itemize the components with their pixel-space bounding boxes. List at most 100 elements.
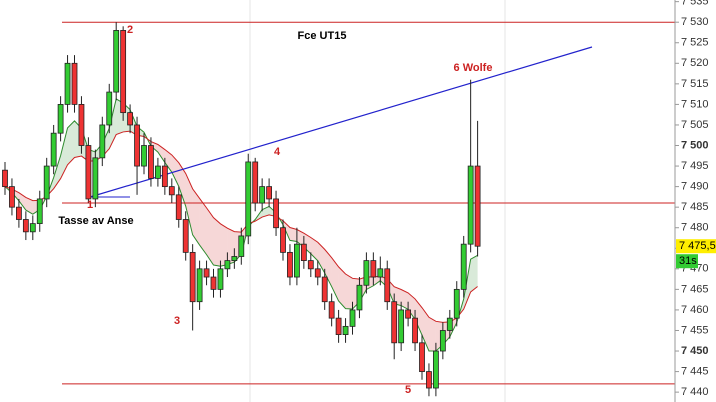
candle-body [432, 350, 439, 389]
ma-band [408, 292, 416, 320]
price-label: 7 475,5 [679, 240, 716, 252]
y-tick-label: 7 500 [681, 139, 709, 151]
y-tick-label: 7 525 [681, 37, 709, 49]
y-tick-label: 7 465 [681, 283, 709, 295]
candle-body [439, 330, 446, 352]
annotation: 2 [127, 24, 133, 36]
ma-band [345, 274, 353, 309]
candle-body [245, 161, 252, 237]
candle-body [328, 301, 335, 319]
y-tick-label: 7 450 [681, 345, 709, 357]
ma-band [415, 298, 422, 336]
y-tick-label: 7 535 [681, 0, 709, 8]
candle-body [71, 62, 78, 105]
candle-body [314, 268, 321, 278]
candle-body [210, 276, 217, 290]
candle-body [92, 157, 99, 200]
candle-body [321, 276, 328, 303]
ma-band [178, 162, 186, 207]
ma-band [220, 223, 228, 267]
candle-body [335, 317, 342, 335]
ma-band [18, 192, 26, 211]
candle-body [161, 165, 168, 188]
candle-body [224, 260, 231, 270]
ma-band [213, 217, 221, 267]
candle-body [106, 91, 113, 126]
candle-body [398, 309, 405, 344]
candle-body [22, 219, 29, 233]
candle-body [419, 342, 425, 372]
y-tick-label: 7 445 [681, 365, 709, 377]
candle-body [2, 169, 8, 188]
ma-band [67, 120, 75, 165]
ma-band [206, 207, 214, 266]
chart-title: Fce UT15 [298, 30, 347, 42]
candle-body [356, 284, 363, 311]
ma-band [401, 289, 409, 310]
annotation: 6 Wolfe [454, 62, 493, 74]
candle-body [342, 325, 349, 335]
candle-body [405, 309, 412, 319]
candle-body [203, 268, 210, 278]
candle-body [217, 268, 224, 290]
ma-band [199, 198, 207, 255]
candle-body [349, 309, 356, 327]
annotation: 3 [174, 315, 180, 327]
candle-body [64, 62, 71, 105]
candle-body [120, 30, 127, 114]
candle-body [175, 194, 182, 220]
candle-body [15, 206, 22, 220]
candle-body [9, 186, 15, 208]
annotation: 5 [405, 384, 411, 396]
candle-body [99, 124, 106, 159]
candle-body [474, 165, 481, 247]
ma-band [338, 266, 346, 309]
ma-band [25, 197, 33, 215]
timer-label: 31s [679, 255, 697, 267]
y-tick-label: 7 510 [681, 98, 709, 110]
ma-band [157, 144, 165, 163]
candle-body [377, 268, 384, 278]
candle-body [460, 243, 467, 290]
ma-band [428, 317, 436, 351]
annotation: Tasse av Anse [58, 215, 133, 227]
annotation: 1 [87, 199, 93, 211]
candle-body [412, 317, 418, 344]
candle-body [168, 186, 175, 196]
candle-body [446, 317, 453, 331]
timer-box [676, 254, 698, 269]
trend-line [89, 46, 593, 198]
ma-band [171, 154, 179, 187]
y-tick-label: 7 515 [681, 78, 709, 90]
ma-band [317, 242, 325, 274]
y-tick-label: 7 520 [681, 57, 709, 69]
candle-body [259, 186, 266, 204]
candle-body [36, 198, 43, 225]
candle-body [148, 145, 154, 179]
candle-body [300, 243, 307, 262]
annotation: 4 [274, 146, 281, 158]
ma-band [324, 249, 332, 287]
candle-body [43, 165, 50, 200]
y-tick-label: 7 490 [681, 181, 709, 193]
ma-band [289, 227, 297, 242]
candle-body [273, 198, 279, 229]
candle-body [134, 124, 140, 167]
price-box [676, 239, 716, 254]
candle-body [391, 301, 398, 344]
ma-band [422, 307, 429, 351]
candle-body [426, 371, 432, 389]
y-tick-label: 7 495 [681, 160, 709, 172]
candle-body [85, 145, 92, 200]
candle-body [467, 165, 474, 245]
candle-body [363, 260, 370, 286]
y-tick-label: 7 505 [681, 119, 709, 131]
candle-body [266, 186, 273, 200]
ma-band [227, 228, 235, 265]
candle-body [189, 251, 196, 303]
candle-body [113, 30, 120, 93]
candle-body [78, 104, 85, 146]
candle-body [141, 145, 147, 167]
